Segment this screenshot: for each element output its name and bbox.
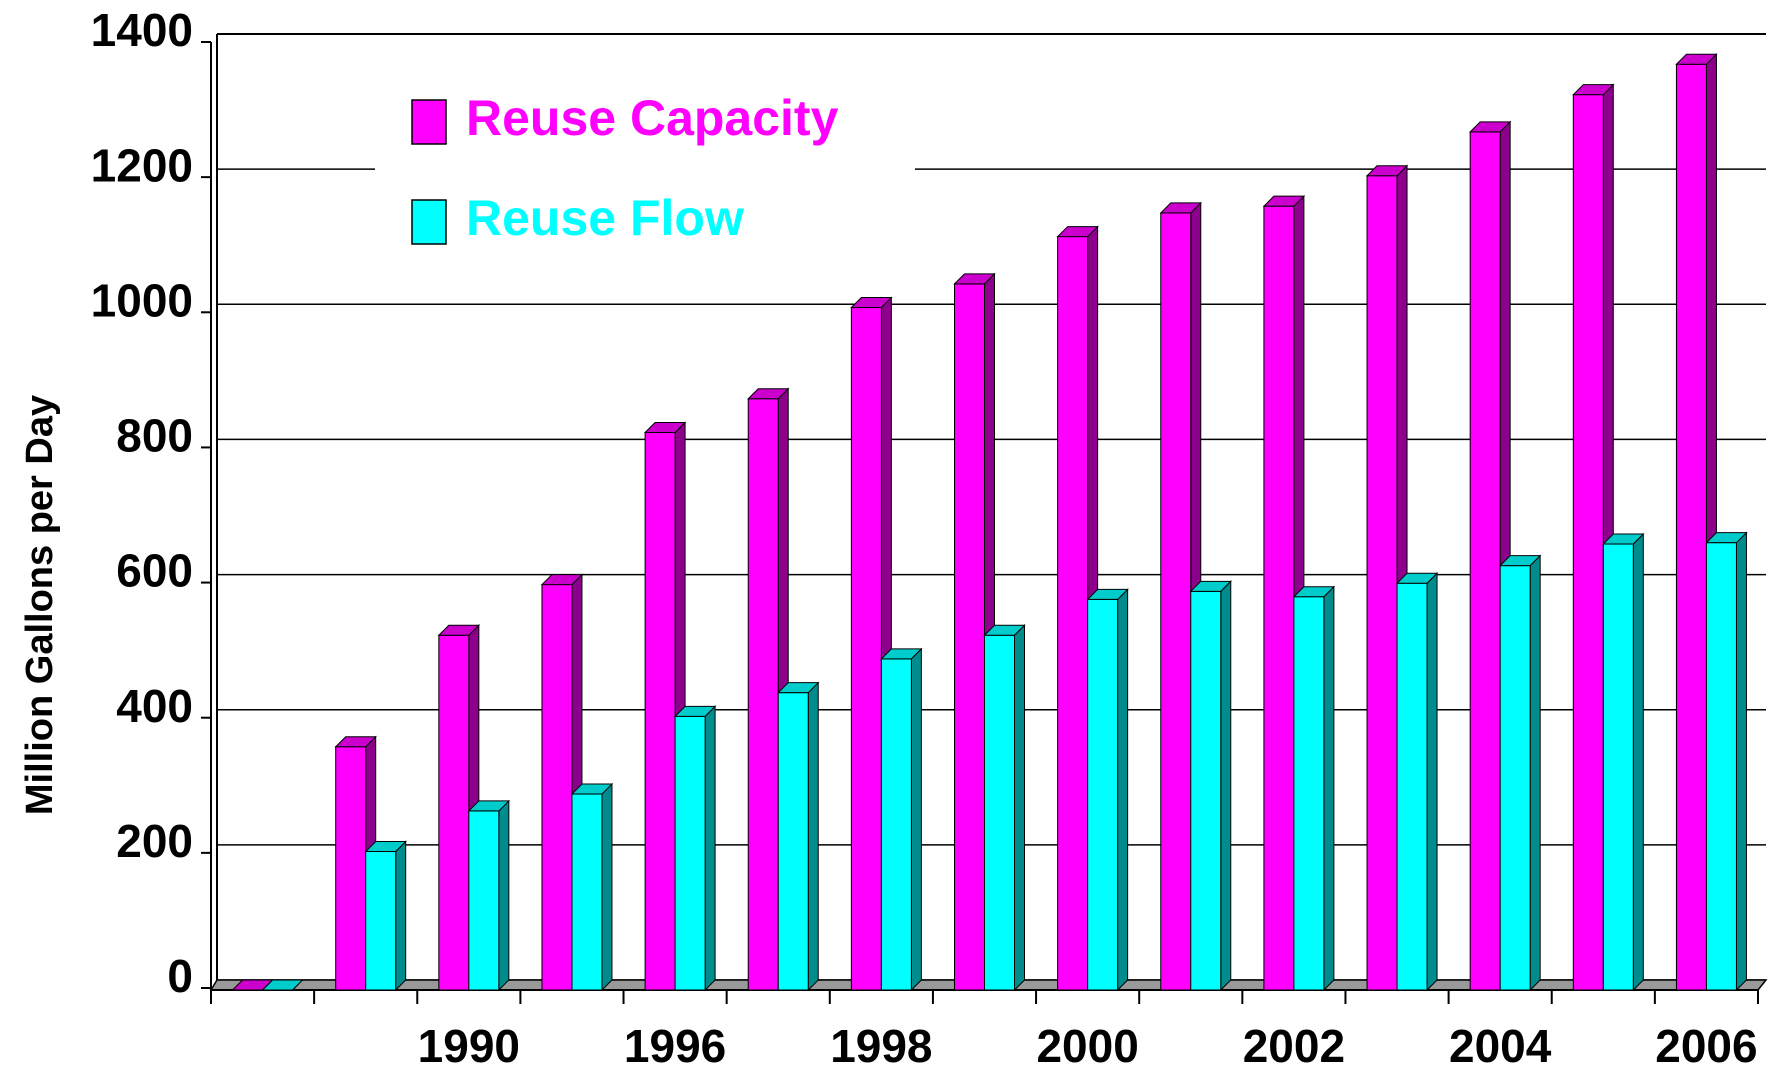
legend-swatch: [411, 99, 447, 145]
bar: [1087, 598, 1119, 991]
x-tick-label: 2000: [1036, 1020, 1138, 1072]
bar-side: [1117, 588, 1129, 992]
bar: [850, 307, 882, 991]
bar-side: [601, 782, 613, 992]
legend-swatch: [411, 199, 447, 245]
bar: [1057, 236, 1089, 991]
bar-top: [467, 800, 511, 812]
bar-top: [880, 648, 923, 660]
bar: [954, 283, 985, 991]
bar-side: [1426, 572, 1438, 992]
bar: [1469, 131, 1501, 991]
bar: [747, 398, 779, 991]
bar-top: [540, 574, 584, 586]
bar: [984, 634, 1015, 991]
bar: [438, 634, 470, 991]
bar-top: [1056, 226, 1099, 238]
bar-top: [1468, 121, 1512, 133]
bar-top: [777, 682, 820, 694]
bar: [1263, 205, 1295, 991]
bar: [1366, 175, 1398, 991]
bar: [1499, 565, 1531, 991]
bar-top: [261, 979, 304, 991]
bar: [1396, 582, 1428, 991]
bar-top: [1705, 532, 1748, 544]
y-axis-label: Million Gallons per Day: [19, 395, 61, 815]
bar-top: [1602, 533, 1645, 545]
bar-side: [1735, 531, 1747, 992]
x-tick-label: 2006: [1655, 1020, 1757, 1072]
bar: [1190, 590, 1222, 991]
bar-top: [1159, 202, 1202, 214]
bar-side: [1220, 580, 1232, 992]
x-tick-label: 1996: [624, 1020, 726, 1072]
bar-top: [1292, 586, 1336, 598]
bar-side: [395, 840, 407, 992]
bar-side: [807, 681, 819, 992]
x-tick-label: 1990: [418, 1020, 520, 1072]
bar: [1602, 543, 1634, 991]
bar-top: [673, 705, 717, 717]
legend-box: [375, 80, 915, 270]
x-tick-label: 2002: [1243, 1020, 1345, 1072]
y-tick-label: 1200: [91, 139, 193, 191]
bar-top: [1572, 84, 1615, 96]
bar: [674, 715, 706, 991]
bar-top: [643, 422, 687, 434]
bar-side: [1529, 554, 1541, 992]
legend-label: Reuse Capacity: [466, 90, 839, 146]
bar: [541, 584, 573, 991]
bar-side: [1632, 532, 1644, 992]
bar: [571, 793, 603, 991]
bar-top: [953, 273, 996, 285]
bar-top: [1189, 580, 1232, 592]
y-tick-label: 1400: [91, 4, 193, 56]
bar-side: [1014, 624, 1025, 992]
y-tick-label: 1000: [91, 274, 193, 326]
bar-top: [570, 783, 614, 795]
bar-top: [1498, 555, 1542, 567]
y-tick-label: 800: [116, 410, 193, 462]
bar-top: [850, 297, 893, 309]
bar: [1675, 63, 1707, 991]
x-tick-label: 1998: [830, 1020, 932, 1072]
y-tick-label: 400: [116, 680, 193, 732]
bar: [1160, 212, 1192, 991]
bar: [365, 850, 397, 991]
bar: [777, 692, 809, 991]
bar-top: [364, 840, 407, 852]
bar-top: [334, 736, 377, 748]
bar: [335, 746, 367, 991]
bar-top: [1395, 572, 1439, 584]
bar-top: [1675, 53, 1718, 65]
bar: [1293, 596, 1325, 991]
y-tick-label: 200: [116, 815, 193, 867]
bar: [880, 658, 912, 991]
bar-side: [1323, 585, 1335, 992]
x-tick-label: 2004: [1449, 1020, 1552, 1072]
bar-top: [1086, 588, 1129, 600]
bar: [644, 432, 676, 991]
bar-top: [983, 624, 1026, 636]
y-tick-label: 0: [167, 950, 193, 1002]
bar-top: [747, 388, 790, 400]
bar-side: [704, 705, 716, 992]
bar-top: [437, 624, 481, 636]
bar-top: [1262, 195, 1306, 207]
bar-side: [498, 799, 510, 992]
bar-side: [910, 647, 922, 992]
bar: [1572, 94, 1604, 991]
legend-label: Reuse Flow: [466, 190, 744, 246]
bar-top: [1365, 165, 1409, 177]
bar: [468, 810, 500, 991]
bar: [1705, 542, 1737, 991]
y-tick-label: 600: [116, 545, 193, 597]
